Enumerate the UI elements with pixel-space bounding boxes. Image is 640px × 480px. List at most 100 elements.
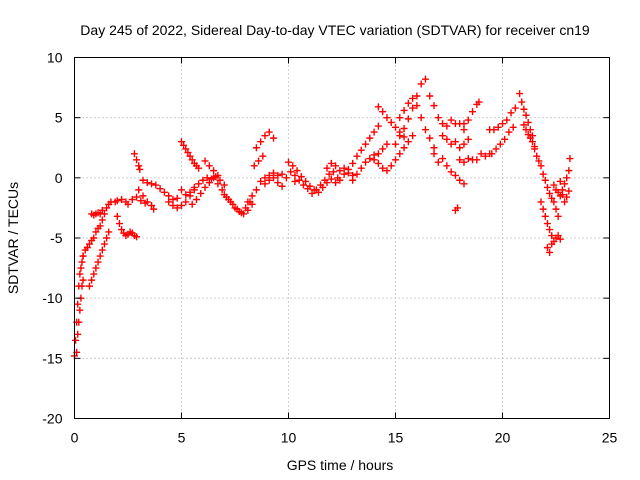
data-point bbox=[537, 198, 545, 206]
data-points bbox=[71, 75, 574, 360]
data-point bbox=[505, 128, 513, 136]
data-point bbox=[118, 226, 126, 234]
data-point bbox=[302, 177, 310, 185]
data-point bbox=[469, 108, 477, 116]
data-point bbox=[362, 158, 370, 166]
data-point bbox=[434, 158, 442, 166]
data-point bbox=[548, 240, 556, 248]
data-point bbox=[160, 188, 168, 196]
data-point bbox=[430, 150, 438, 158]
data-point bbox=[173, 204, 181, 212]
data-point bbox=[124, 200, 132, 208]
data-point bbox=[72, 336, 80, 344]
data-point bbox=[178, 186, 185, 194]
data-point bbox=[210, 174, 218, 182]
data-point bbox=[528, 138, 536, 146]
data-point bbox=[535, 157, 543, 165]
data-point bbox=[178, 202, 185, 210]
data-point bbox=[543, 183, 551, 191]
data-point bbox=[344, 165, 352, 173]
axis-ticks: 0 5 10 15 20 25 -20 -15 -10 -5 0 5 10 bbox=[42, 50, 617, 446]
data-point bbox=[511, 104, 519, 112]
data-point bbox=[460, 180, 468, 188]
data-point bbox=[499, 120, 506, 128]
series-seg-21 bbox=[291, 168, 342, 197]
data-point bbox=[96, 252, 104, 260]
data-point bbox=[336, 176, 344, 184]
data-point bbox=[113, 212, 121, 220]
data-point bbox=[182, 191, 190, 199]
data-point bbox=[349, 159, 357, 167]
data-point bbox=[447, 116, 455, 124]
data-point bbox=[552, 205, 560, 213]
data-point bbox=[291, 171, 299, 179]
data-point bbox=[139, 176, 147, 184]
data-point bbox=[539, 205, 547, 213]
data-point bbox=[321, 176, 329, 184]
data-point bbox=[98, 246, 106, 254]
data-point bbox=[178, 138, 185, 146]
series-seg-23 bbox=[332, 122, 382, 187]
data-point bbox=[443, 122, 451, 130]
data-point bbox=[299, 181, 307, 189]
series-seg-06 bbox=[111, 193, 149, 208]
y-tick-label: 10 bbox=[47, 50, 63, 66]
data-point bbox=[494, 123, 502, 131]
data-point bbox=[464, 155, 472, 163]
data-point bbox=[496, 140, 504, 148]
data-point bbox=[308, 189, 316, 197]
data-point bbox=[374, 103, 382, 111]
data-point bbox=[409, 94, 417, 102]
data-point bbox=[374, 122, 382, 130]
data-point bbox=[261, 132, 269, 140]
series-seg-29 bbox=[426, 92, 468, 130]
data-point bbox=[182, 145, 190, 153]
data-point bbox=[548, 232, 556, 240]
data-point bbox=[566, 155, 574, 163]
data-point bbox=[74, 330, 82, 338]
series-seg-43 bbox=[556, 177, 573, 206]
data-point bbox=[148, 202, 156, 210]
y-axis-label: SDTVAR / TECUs bbox=[5, 182, 21, 294]
data-point bbox=[404, 99, 412, 107]
data-point bbox=[443, 135, 451, 143]
data-point bbox=[396, 114, 404, 122]
data-point bbox=[220, 181, 228, 189]
data-point bbox=[409, 104, 417, 112]
data-point bbox=[531, 145, 539, 153]
data-point bbox=[105, 228, 113, 236]
data-point bbox=[103, 234, 111, 242]
data-point bbox=[332, 162, 340, 170]
data-point bbox=[85, 240, 93, 248]
data-point bbox=[133, 233, 141, 241]
data-point bbox=[265, 128, 273, 136]
series-seg-35 bbox=[486, 104, 519, 134]
data-point bbox=[214, 171, 222, 179]
data-point bbox=[443, 162, 451, 170]
data-point bbox=[98, 206, 106, 214]
data-point bbox=[88, 276, 96, 284]
y-tick-label: -15 bbox=[42, 350, 62, 366]
data-point bbox=[400, 144, 408, 152]
data-point bbox=[237, 209, 245, 217]
data-point bbox=[556, 177, 564, 185]
data-point bbox=[297, 173, 305, 181]
data-point bbox=[522, 111, 530, 119]
x-tick-label: 15 bbox=[388, 430, 404, 446]
data-point bbox=[374, 150, 382, 158]
data-point bbox=[516, 90, 524, 98]
data-point bbox=[327, 159, 335, 167]
grid-lines bbox=[74, 57, 610, 419]
data-point bbox=[392, 140, 399, 148]
data-point bbox=[383, 167, 391, 175]
data-point bbox=[100, 240, 108, 248]
data-point bbox=[133, 156, 141, 164]
data-point bbox=[203, 174, 211, 182]
chart-title: Day 245 of 2022, Sidereal Day-to-day VTE… bbox=[80, 22, 590, 38]
series-seg-39 bbox=[531, 145, 562, 220]
data-point bbox=[210, 167, 218, 175]
data-point bbox=[464, 116, 472, 124]
data-point bbox=[349, 176, 357, 184]
data-point bbox=[79, 252, 87, 260]
series-seg-27 bbox=[392, 75, 429, 148]
